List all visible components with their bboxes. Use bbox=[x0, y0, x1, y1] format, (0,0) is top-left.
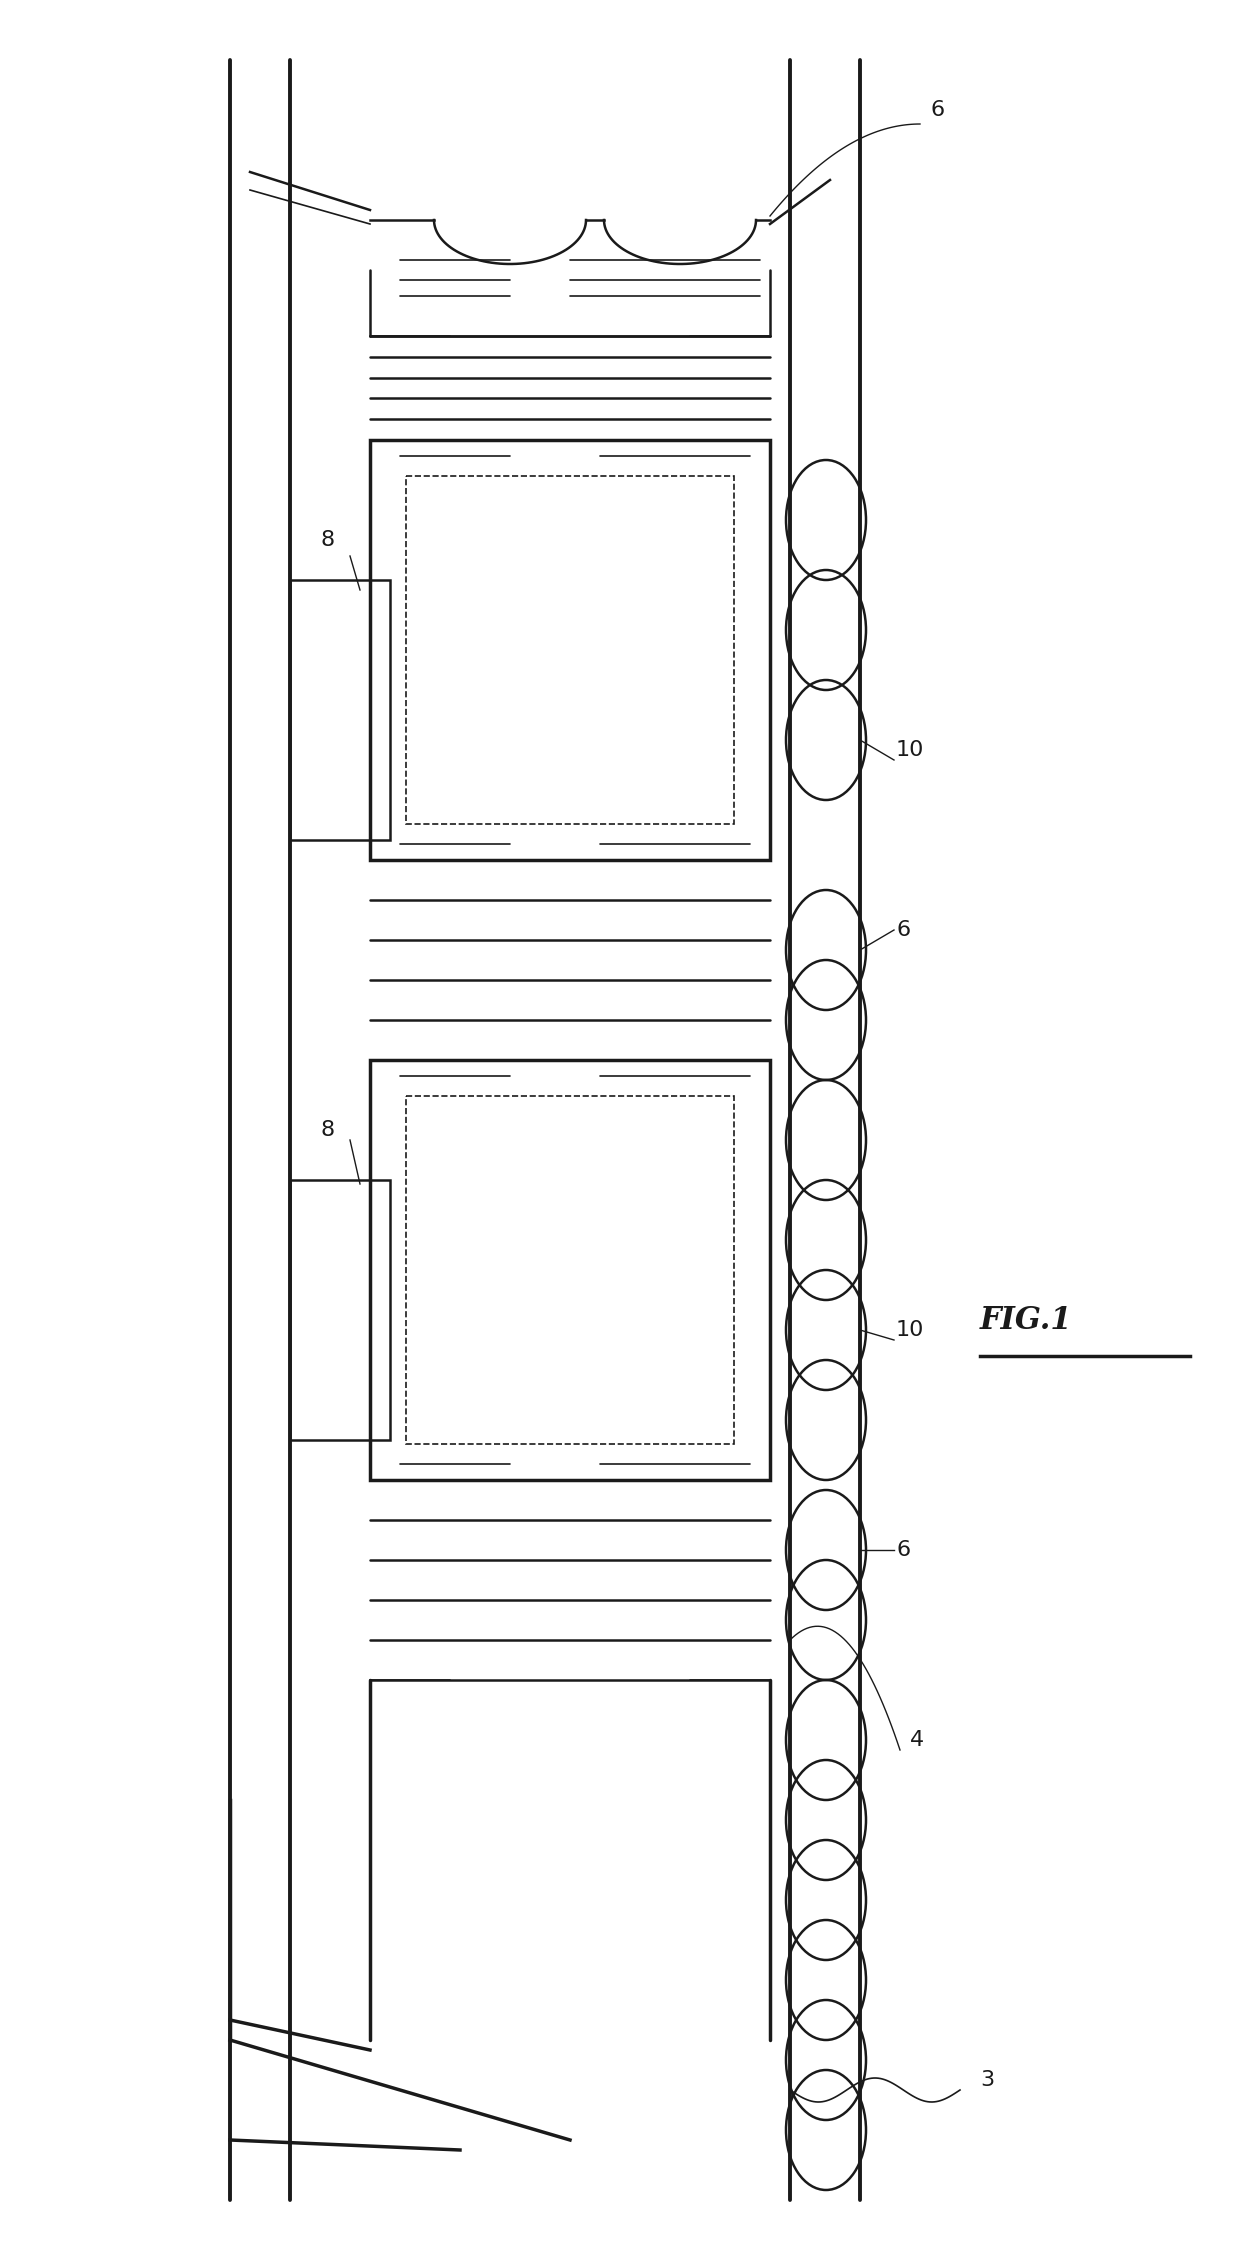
Text: 4: 4 bbox=[910, 1730, 924, 1750]
Bar bbox=[370, 440, 770, 859]
Text: FIG.1: FIG.1 bbox=[980, 1304, 1073, 1335]
Bar bbox=[405, 1095, 734, 1443]
Text: 10: 10 bbox=[897, 741, 924, 761]
Text: 8: 8 bbox=[320, 1120, 334, 1140]
Bar bbox=[290, 1180, 391, 1441]
Text: 6: 6 bbox=[897, 920, 910, 940]
Text: 6: 6 bbox=[930, 101, 944, 119]
Text: 8: 8 bbox=[320, 530, 334, 550]
Bar bbox=[405, 476, 734, 824]
Bar bbox=[370, 1059, 770, 1481]
Text: 10: 10 bbox=[897, 1319, 924, 1340]
Bar bbox=[290, 579, 391, 839]
Text: 3: 3 bbox=[980, 2069, 994, 2089]
Text: 6: 6 bbox=[897, 1539, 910, 1560]
